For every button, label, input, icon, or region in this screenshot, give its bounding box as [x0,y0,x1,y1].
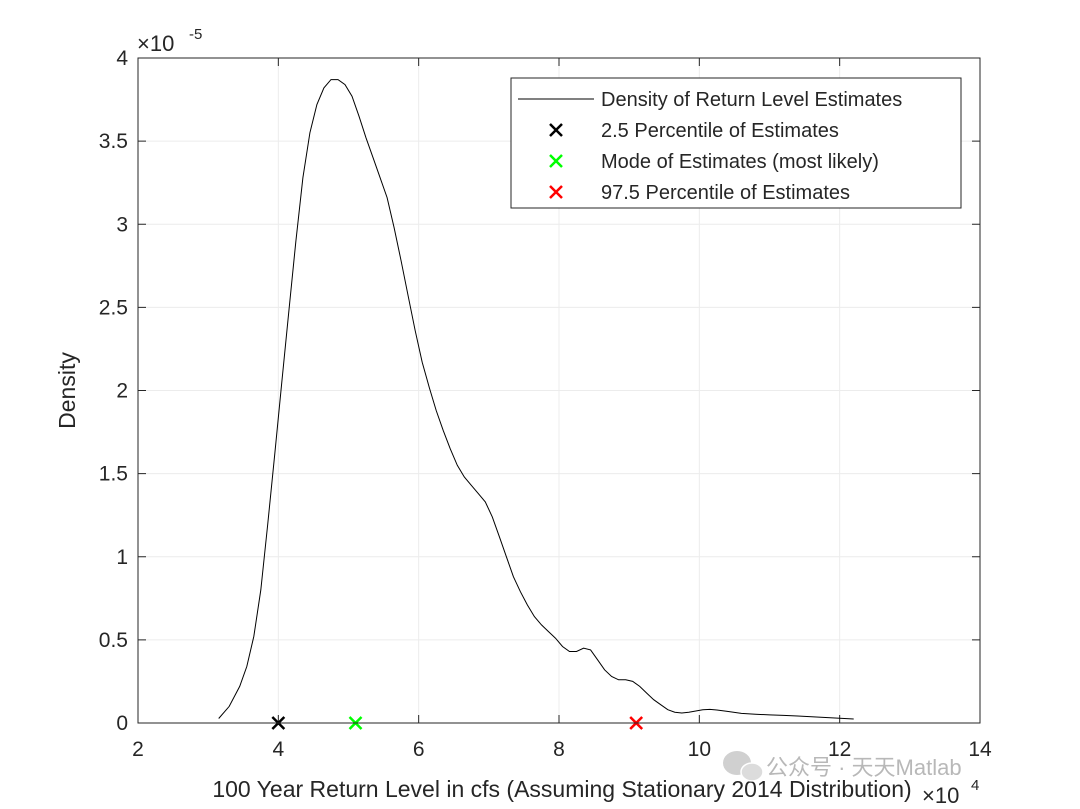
y-exponent-label: ×10 [137,31,174,56]
legend: Density of Return Level Estimates 2.5 Per… [510,77,962,209]
y-tick-label: 1 [116,546,128,569]
x-tick-label: 10 [688,738,711,761]
y-tick-label: 0 [116,712,128,735]
x-exponent-power: 4 [971,777,979,794]
axes-box [137,57,981,724]
y-tick-label: 0.5 [99,629,128,652]
x-axis-label: 100 Year Return Level in cfs (Assuming S… [212,776,911,802]
legend-box [510,77,962,209]
y-exponent-power: -5 [189,26,202,43]
x-tick-label: 8 [553,738,565,761]
x-tick-label: 14 [968,738,992,761]
x-tick-label: 12 [828,738,851,761]
y-tick-label: 3.5 [99,130,128,153]
y-tick-label: 3 [116,213,128,236]
wechat-icon [723,751,764,782]
watermark-text: 公众号 · 天天Matlab [766,755,962,780]
y-tick-label: 4 [116,47,128,70]
legend-entry-label: 97.5 Percentile of Estimates [601,182,850,204]
legend-entry-label: Mode of Estimates (most likely) [601,151,879,173]
y-tick-label: 2.5 [99,296,128,319]
legend-marker-swatch [549,123,563,137]
x-exponent-label: ×10 [922,783,959,808]
density-curve [218,79,854,720]
x-tick-label: 6 [413,738,425,761]
legend-marker-swatch [549,154,563,168]
x-tick-label: 4 [272,738,284,761]
watermark: 公众号 · 天天Matlab [723,751,962,782]
y-tick-label: 2 [116,380,128,403]
wechat-bubble-small [740,762,764,782]
legend-marker-swatch [549,185,563,199]
y-tick-label: 1.5 [99,463,128,486]
y-axis-label: Density [54,352,80,429]
legend-entry-label: 2.5 Percentile of Estimates [601,120,839,142]
x-tick-label: 2 [132,738,144,761]
legend-entry-label: Density of Return Level Estimates [601,89,902,111]
